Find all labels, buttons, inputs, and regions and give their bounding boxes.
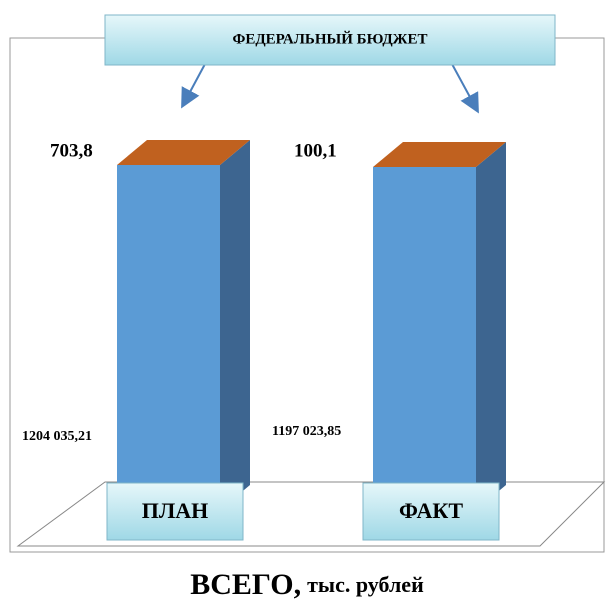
unit: тыс. рублей xyxy=(307,572,424,597)
header-box xyxy=(104,14,556,66)
value-label: 1197 023,85 xyxy=(272,424,341,439)
bar-top xyxy=(117,140,250,165)
arrow xyxy=(451,63,479,114)
bar xyxy=(373,167,476,510)
x-tick-label: ФАКТ xyxy=(399,498,463,523)
floor xyxy=(16,481,606,547)
frame xyxy=(9,37,605,553)
header: ФЕДЕРАЛЬНЫЙ БЮДЖЕТ xyxy=(232,30,427,47)
bar-side xyxy=(476,142,506,510)
bar-side xyxy=(220,140,250,510)
x-tick-label: ПЛАН xyxy=(142,498,209,523)
value-label: 1204 035,21 xyxy=(22,429,92,444)
title: ВСЕГО, xyxy=(190,568,301,601)
annotation: 100,1 xyxy=(294,140,337,161)
bar-top xyxy=(373,142,506,168)
annotation: 703,8 xyxy=(50,140,93,161)
bar xyxy=(117,165,220,510)
chart-title: ВСЕГО, тыс. рублей xyxy=(190,568,424,601)
category-box xyxy=(362,482,500,541)
category-box xyxy=(106,482,244,541)
arrow xyxy=(181,63,206,109)
